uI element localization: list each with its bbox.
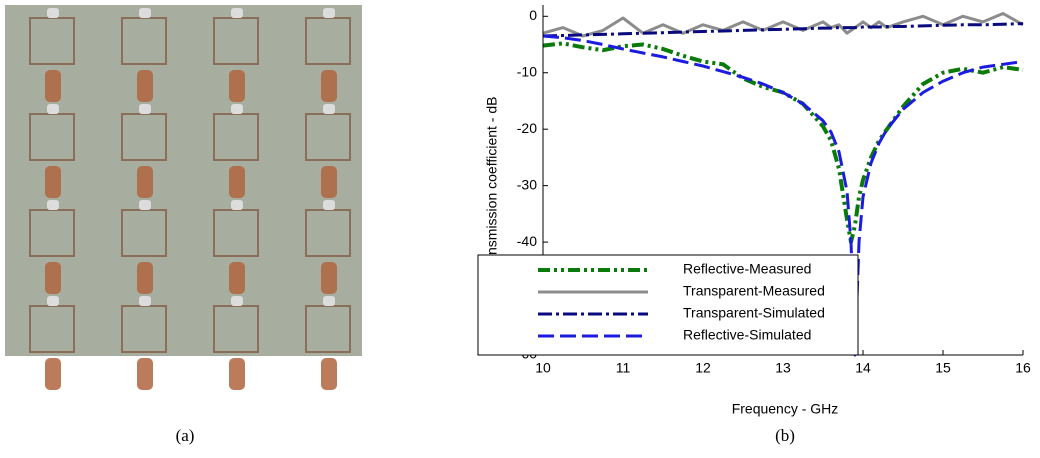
- photo-solder: [139, 104, 151, 114]
- legend-label: Transparent-Measured: [683, 283, 825, 299]
- photo-component: [137, 358, 153, 390]
- photo-solder: [323, 200, 335, 210]
- photo-component: [45, 70, 61, 102]
- photo-solder: [323, 104, 335, 114]
- series-line: [542, 34, 1024, 357]
- series-line: [542, 41, 1024, 245]
- photo-component: [321, 262, 337, 294]
- caption: (a): [176, 426, 195, 445]
- x-tick-label: 13: [775, 360, 791, 376]
- photo-component: [321, 358, 337, 390]
- y-tick-label: -20: [517, 120, 537, 136]
- photo-component: [137, 166, 153, 198]
- x-tick-label: 10: [535, 360, 551, 376]
- photo-solder: [323, 296, 335, 306]
- photo-component: [137, 70, 153, 102]
- photo-component: [45, 358, 61, 390]
- legend-label: Reflective-Simulated: [683, 327, 811, 343]
- photo-component: [229, 358, 245, 390]
- photo-solder: [139, 8, 151, 18]
- x-tick-label: 14: [855, 360, 871, 376]
- y-axis-label: Transmission coefficient - dB: [484, 97, 500, 276]
- legend-label: Transparent-Simulated: [683, 305, 825, 321]
- photo: [5, 5, 362, 390]
- x-tick-label: 12: [695, 360, 711, 376]
- photo-component: [229, 70, 245, 102]
- photo-component: [45, 262, 61, 294]
- y-tick-label: 0: [529, 7, 537, 23]
- legend-label: Reflective-Measured: [683, 261, 811, 277]
- photo-component: [137, 262, 153, 294]
- photo-solder: [323, 8, 335, 18]
- photo-solder: [231, 8, 243, 18]
- photo-component: [321, 70, 337, 102]
- photo-solder: [47, 200, 59, 210]
- photo-solder: [47, 104, 59, 114]
- x-tick-label: 15: [935, 360, 951, 376]
- photo-solder: [231, 296, 243, 306]
- photo-solder: [47, 8, 59, 18]
- photo-solder: [231, 200, 243, 210]
- photo-component: [229, 166, 245, 198]
- photo-solder: [139, 200, 151, 210]
- photo-solder: [139, 296, 151, 306]
- x-axis-label: Frequency - GHz: [732, 401, 839, 417]
- x-tick-label: 11: [616, 360, 631, 376]
- caption: (b): [775, 426, 795, 445]
- photo-solder: [231, 104, 243, 114]
- y-tick-label: -30: [517, 176, 537, 192]
- x-tick-label: 16: [1015, 360, 1031, 376]
- y-tick-label: -40: [517, 233, 537, 249]
- y-tick-label: -10: [517, 63, 537, 79]
- photo-solder: [47, 296, 59, 306]
- photo-cells: [29, 8, 351, 390]
- photo-component: [229, 262, 245, 294]
- photo-component: [321, 166, 337, 198]
- series-line: [542, 22, 1024, 38]
- photo-component: [45, 166, 61, 198]
